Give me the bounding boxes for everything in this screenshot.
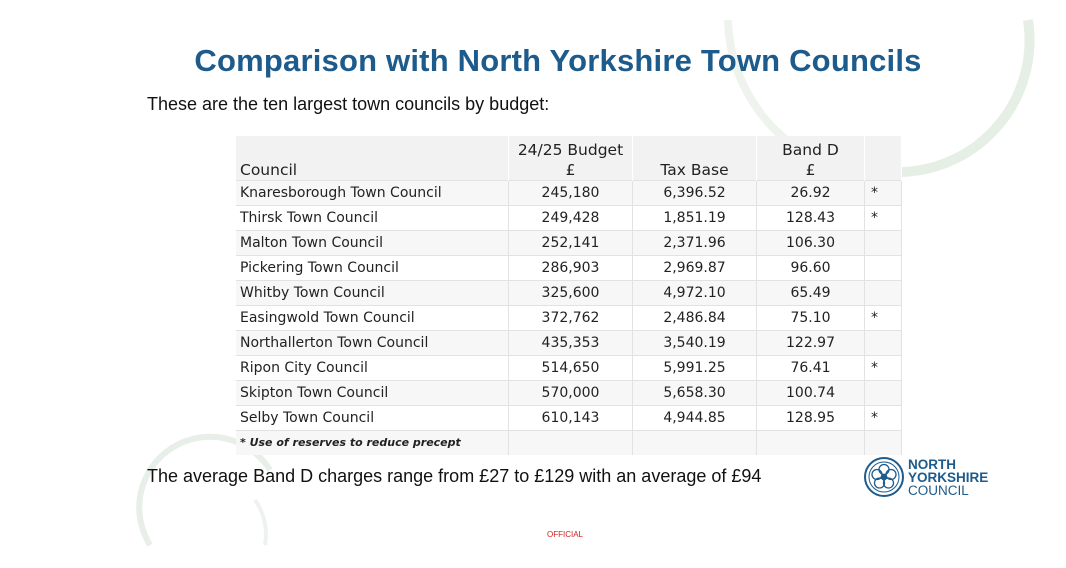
table-row: Northallerton Town Council 435,353 3,540… — [236, 330, 902, 356]
cell-budget: 372,762 — [508, 305, 633, 331]
cell-budget: 325,600 — [508, 280, 633, 306]
cell-budget: 252,141 — [508, 230, 633, 256]
table-row: Selby Town Council 610,143 4,944.85 128.… — [236, 405, 902, 431]
cell-council: Whitby Town Council — [236, 280, 509, 306]
table-row: Pickering Town Council 286,903 2,969.87 … — [236, 255, 902, 281]
cell-tax-base: 5,658.30 — [632, 380, 757, 406]
table-row: Skipton Town Council 570,000 5,658.30 10… — [236, 380, 902, 406]
table-row: Thirsk Town Council 249,428 1,851.19 128… — [236, 205, 902, 231]
cell-tax-base: 4,972.10 — [632, 280, 757, 306]
cell-budget: 570,000 — [508, 380, 633, 406]
cell-note — [864, 330, 902, 356]
cell-note — [864, 280, 902, 306]
top-arc-left — [724, 19, 803, 154]
table-row: Malton Town Council 252,141 2,371.96 106… — [236, 230, 902, 256]
logo-line-3: COUNCIL — [908, 483, 969, 498]
cell-band-d: 65.49 — [756, 280, 865, 306]
header-council: Council — [236, 136, 509, 181]
cell-tax-base: 2,371.96 — [632, 230, 757, 256]
header-band-line2: £ — [805, 161, 816, 179]
header-band-d: Band D £ — [756, 136, 865, 181]
cell-council: Malton Town Council — [236, 230, 509, 256]
cell-band-d: 76.41 — [756, 355, 865, 381]
cell-tax-base: 2,969.87 — [632, 255, 757, 281]
cell-council: Knaresborough Town Council — [236, 180, 509, 206]
north-yorkshire-council-logo: NORTH YORKSHIRE COUNCIL — [862, 455, 1002, 501]
cell-tax-base: 3,540.19 — [632, 330, 757, 356]
cell-note: * — [864, 405, 902, 431]
cell-note — [864, 255, 902, 281]
cell-note — [864, 230, 902, 256]
rose-emblem-icon — [864, 457, 904, 497]
table-row: Whitby Town Council 325,600 4,972.10 65.… — [236, 280, 902, 306]
header-budget-line1: 24/25 Budget — [517, 141, 624, 159]
table-row: Ripon City Council 514,650 5,991.25 76.4… — [236, 355, 902, 381]
slide-title: Comparison with North Yorkshire Town Cou… — [194, 43, 922, 78]
cell-budget: 245,180 — [508, 180, 633, 206]
official-marking: OFFICIAL — [546, 530, 583, 539]
table-header-row: Council 24/25 Budget £ Tax Base Band D £ — [236, 136, 902, 181]
table-row: Knaresborough Town Council 245,180 6,396… — [236, 180, 902, 206]
cell-council: Thirsk Town Council — [236, 205, 509, 231]
slide-subtitle: These are the ten largest town councils … — [147, 94, 550, 114]
cell-council: Skipton Town Council — [236, 380, 509, 406]
cell-council: Pickering Town Council — [236, 255, 509, 281]
cell-note: * — [864, 205, 902, 231]
cell-council: Selby Town Council — [236, 405, 509, 431]
logo-line-1: NORTH — [908, 457, 956, 472]
header-band-line1: Band D — [782, 141, 839, 159]
cell-council: Easingwold Town Council — [236, 305, 509, 331]
cell-budget: 610,143 — [508, 405, 633, 431]
cell-empty — [508, 430, 633, 455]
council-comparison-table: Council 24/25 Budget £ Tax Base Band D £… — [236, 136, 902, 455]
cell-empty — [864, 430, 902, 455]
cell-band-d: 96.60 — [756, 255, 865, 281]
table-footnote: * Use of reserves to reduce precept — [236, 430, 509, 455]
cell-band-d: 122.97 — [756, 330, 865, 356]
cell-note: * — [864, 305, 902, 331]
cell-budget: 435,353 — [508, 330, 633, 356]
logo-line-2: YORKSHIRE — [908, 470, 989, 485]
summary-text: The average Band D charges range from £2… — [147, 466, 762, 486]
cell-council: Ripon City Council — [236, 355, 509, 381]
header-tax-base: Tax Base — [632, 136, 757, 181]
logo-wordmark: NORTH YORKSHIRE COUNCIL — [908, 457, 989, 498]
header-budget: 24/25 Budget £ — [508, 136, 633, 181]
cell-budget: 286,903 — [508, 255, 633, 281]
cell-empty — [632, 430, 757, 455]
cell-budget: 514,650 — [508, 355, 633, 381]
table-footnote-row: * Use of reserves to reduce precept — [236, 430, 902, 455]
cell-budget: 249,428 — [508, 205, 633, 231]
cell-tax-base: 2,486.84 — [632, 305, 757, 331]
cell-band-d: 100.74 — [756, 380, 865, 406]
cell-band-d: 128.95 — [756, 405, 865, 431]
cell-tax-base: 4,944.85 — [632, 405, 757, 431]
cell-empty — [756, 430, 865, 455]
cell-band-d: 75.10 — [756, 305, 865, 331]
cell-note: * — [864, 180, 902, 206]
cell-tax-base: 1,851.19 — [632, 205, 757, 231]
header-note — [864, 136, 902, 181]
cell-note — [864, 380, 902, 406]
table-row: Easingwold Town Council 372,762 2,486.84… — [236, 305, 902, 331]
cell-council: Northallerton Town Council — [236, 330, 509, 356]
cell-band-d: 26.92 — [756, 180, 865, 206]
cell-band-d: 106.30 — [756, 230, 865, 256]
cell-tax-base: 5,991.25 — [632, 355, 757, 381]
cell-note: * — [864, 355, 902, 381]
cell-tax-base: 6,396.52 — [632, 180, 757, 206]
header-budget-line2: £ — [565, 161, 576, 179]
cell-band-d: 128.43 — [756, 205, 865, 231]
